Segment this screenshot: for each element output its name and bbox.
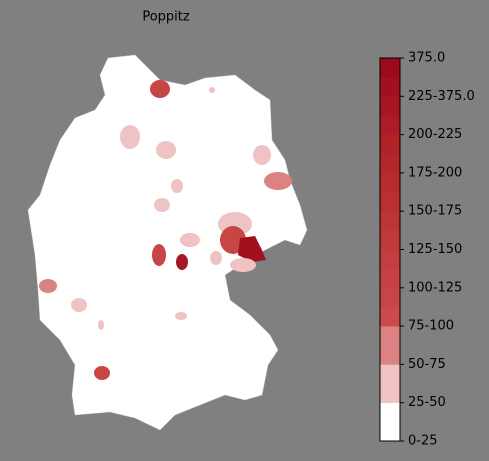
district (210, 251, 222, 265)
district (71, 298, 87, 312)
colorbar-tick-label: 0-25 (408, 434, 438, 449)
district (238, 236, 266, 262)
colorbar-segment (380, 115, 400, 135)
colorbar-segment (380, 268, 400, 289)
district (156, 141, 176, 159)
colorbar-tick-label: 75-100 (408, 319, 454, 334)
colorbar-segment (380, 287, 400, 308)
colorbar-tick-label: 150-175 (408, 204, 462, 219)
district (180, 233, 200, 247)
colorbar-segment (380, 58, 400, 78)
colorbar-segment (380, 134, 400, 155)
district (176, 254, 188, 270)
district (154, 198, 170, 212)
district (253, 145, 271, 165)
colorbar-tick-label: 100-125 (408, 280, 462, 295)
colorbar-segment (380, 192, 400, 212)
colorbar-segment (380, 211, 400, 231)
colorbar-segment (380, 306, 400, 327)
colorbar-tick-label: 375.0 (408, 51, 445, 66)
colorbar-segment (380, 326, 400, 365)
district (152, 244, 166, 266)
colorbar-segment (380, 402, 400, 442)
colorbar-segment (380, 364, 400, 403)
colorbar-segment (380, 153, 400, 174)
district (39, 279, 57, 293)
district (209, 87, 215, 93)
district (120, 125, 140, 149)
district (175, 312, 187, 320)
germany-map (27, 54, 308, 431)
district (171, 179, 183, 193)
colorbar-tick-label: 50-75 (408, 357, 446, 372)
colorbar-tick-label: 200-225 (408, 127, 462, 142)
district (230, 258, 256, 272)
colorbar-segment (380, 230, 400, 250)
district (94, 366, 110, 380)
colorbar-segment (380, 172, 400, 193)
district (150, 80, 170, 98)
district (98, 320, 104, 330)
colorbar-segment (380, 77, 400, 97)
colorbar-tick-label: 225-375.0 (408, 89, 475, 104)
district-shading (39, 80, 292, 380)
country-outline (27, 54, 308, 431)
colorbar-segment (380, 96, 400, 116)
colorbar-tick-label: 125-150 (408, 242, 462, 257)
colorbar-tick-label: 25-50 (408, 395, 446, 410)
map-title: Poppitz (142, 10, 190, 25)
colorbar-tick-label: 175-200 (408, 165, 462, 180)
colorbar: 0-25 25-50 50-75 75-100 100-125 125-150 150-17… (379, 51, 475, 449)
district (264, 172, 292, 190)
colorbar-segment (380, 249, 400, 269)
